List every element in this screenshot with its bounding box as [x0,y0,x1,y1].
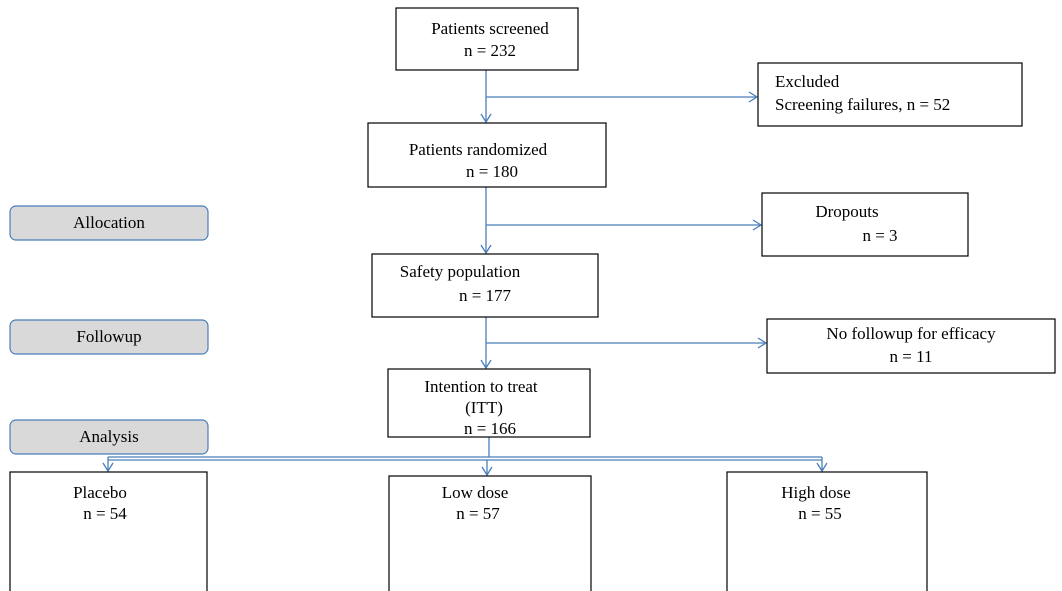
node: No followup for efficacy n = 11 [766,318,1056,374]
node-text: No followup for efficacy [826,324,996,343]
stage-label: Followup [76,327,141,346]
stage-box [9,205,209,241]
node-text: n = 11 [890,347,933,366]
node-text: n = 180 [466,162,518,181]
connectors [102,70,828,477]
stage-label: Analysis [79,427,139,446]
stage: Allocation [9,205,209,241]
node-box [761,192,969,257]
node: Patients randomized n = 180 [367,122,607,188]
node: Safety population n = 177 [371,253,599,318]
node-box [367,122,607,188]
node-text: n = 166 [464,419,516,438]
node-box [766,318,1056,374]
node-text: n = 232 [464,41,516,60]
node-text: n = 3 [862,226,897,245]
node-text: (ITT) [465,398,503,417]
node-text: n = 57 [456,504,500,523]
node-text: Patients screened [431,19,549,38]
node-text: n = 54 [83,504,127,523]
node: High dose n = 55 [726,471,928,591]
node-box [388,475,592,591]
node: Placebo n = 54 [9,471,208,591]
node: Intention to treat (ITT) n = 166 [387,368,591,438]
node-box [757,62,1023,127]
node-text: Intention to treat [424,377,538,396]
node-text: n = 177 [459,286,512,305]
node: Low dose n = 57 [388,475,592,591]
node-text: Low dose [442,483,509,502]
node-text: Patients randomized [409,140,548,159]
node-text: n = 55 [798,504,842,523]
stage-box [9,419,209,455]
node: Patients screened n = 232 [395,7,579,71]
node-text: Safety population [400,262,521,281]
node-box [371,253,599,318]
node: Dropouts n = 3 [761,192,969,257]
node-text: Screening failures, n = 52 [775,95,950,114]
node-box [9,471,208,591]
stage: Followup [9,319,209,355]
node-text: Dropouts [815,202,878,221]
node-text: High dose [781,483,850,502]
node-box [395,7,579,71]
stage: Analysis [9,419,209,455]
node-box [387,368,591,438]
stage-label: Allocation [73,213,145,232]
node: Excluded Screening failures, n = 52 [757,62,1023,127]
node-text: Placebo [73,483,127,502]
node-text: Excluded [775,72,840,91]
stage-box [9,319,209,355]
node-box [726,471,928,591]
